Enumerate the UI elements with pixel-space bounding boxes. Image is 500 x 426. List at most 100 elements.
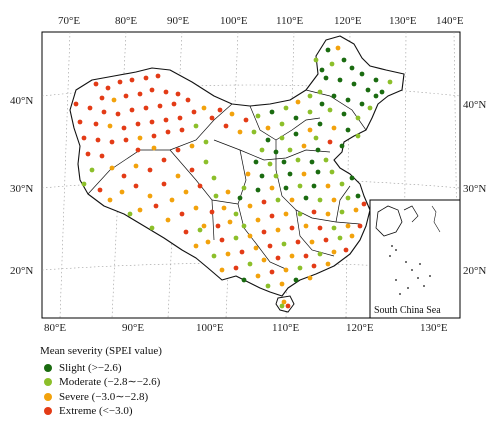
station-point xyxy=(289,225,295,231)
station-point xyxy=(163,117,169,123)
station-point xyxy=(185,97,191,103)
station-point xyxy=(307,127,313,133)
station-point xyxy=(341,111,347,117)
station-point xyxy=(311,209,317,215)
station-point xyxy=(357,223,363,229)
station-point xyxy=(209,209,215,215)
station-point xyxy=(313,135,319,141)
inset-coast xyxy=(375,205,403,237)
inset-boundary xyxy=(431,205,441,233)
station-point xyxy=(289,197,295,203)
station-point xyxy=(189,167,195,173)
tick-bottom-130e: 130°E xyxy=(420,322,448,334)
legend-label-moderate: Moderate (−2.8∼−2.6) xyxy=(59,376,161,388)
station-point xyxy=(323,75,329,81)
station-point xyxy=(279,121,285,127)
tick-right-30n: 30°N xyxy=(463,183,486,195)
station-point xyxy=(241,223,247,229)
station-point xyxy=(269,269,275,275)
station-point xyxy=(247,203,253,209)
station-point xyxy=(201,105,207,111)
station-point xyxy=(269,213,275,219)
station-point xyxy=(197,227,203,233)
station-point xyxy=(279,135,285,141)
station-point xyxy=(211,253,217,259)
inset-label: South China Sea xyxy=(374,305,441,316)
station-point xyxy=(327,139,333,145)
station-point xyxy=(327,107,333,113)
station-point xyxy=(339,143,345,149)
china-outline xyxy=(69,35,405,297)
station-point xyxy=(259,147,265,153)
station-point xyxy=(349,65,355,71)
tick-top-90e: 90°E xyxy=(167,15,189,27)
station-point xyxy=(203,139,209,145)
tick-top-130e: 130°E xyxy=(389,15,417,27)
station-point xyxy=(93,121,99,127)
station-point xyxy=(265,283,271,289)
station-point xyxy=(267,243,273,249)
station-point xyxy=(99,153,105,159)
tick-top-140e: 140°E xyxy=(436,15,464,27)
station-point xyxy=(81,135,87,141)
station-point xyxy=(241,185,247,191)
station-point xyxy=(123,137,129,143)
station-point xyxy=(123,93,129,99)
station-point xyxy=(245,171,251,177)
station-point xyxy=(353,207,359,213)
station-point xyxy=(105,85,111,91)
map-frame xyxy=(41,31,461,319)
inset-south-china-sea: South China Sea xyxy=(369,199,461,319)
station-point xyxy=(283,211,289,217)
station-point xyxy=(227,219,233,225)
station-point xyxy=(147,167,153,173)
station-point xyxy=(253,159,259,165)
tick-bottom-100e: 100°E xyxy=(196,322,224,334)
station-point xyxy=(77,119,83,125)
station-point xyxy=(165,129,171,135)
station-point xyxy=(179,211,185,217)
station-point xyxy=(293,277,299,283)
station-point xyxy=(295,239,301,245)
station-point xyxy=(255,217,261,223)
station-point xyxy=(89,167,95,173)
station-point xyxy=(121,173,127,179)
tick-right-40n: 40°N xyxy=(463,99,486,111)
station-point xyxy=(331,197,337,203)
station-point xyxy=(193,123,199,129)
station-point xyxy=(153,203,159,209)
station-point xyxy=(281,241,287,247)
station-point xyxy=(297,265,303,271)
station-point xyxy=(317,89,323,95)
station-point xyxy=(205,239,211,245)
station-point xyxy=(107,197,113,203)
station-point xyxy=(93,81,99,87)
tick-top-110e: 110°E xyxy=(276,15,303,27)
station-point xyxy=(325,211,331,217)
station-point xyxy=(219,267,225,273)
tick-top-120e: 120°E xyxy=(334,15,362,27)
station-point xyxy=(109,139,115,145)
station-point xyxy=(117,79,123,85)
station-point xyxy=(147,193,153,199)
tick-top-80e: 80°E xyxy=(115,15,137,27)
station-point xyxy=(307,275,313,281)
station-point xyxy=(337,77,343,83)
inset-frame xyxy=(369,199,461,319)
station-point xyxy=(97,187,103,193)
station-point xyxy=(373,93,379,99)
station-point xyxy=(319,101,325,107)
station-point xyxy=(307,93,313,99)
tick-left-20n: 20°N xyxy=(10,265,33,277)
station-point xyxy=(87,105,93,111)
station-point xyxy=(115,111,121,117)
station-point xyxy=(301,143,307,149)
inset-taiwan xyxy=(403,205,419,223)
station-point xyxy=(275,255,281,261)
station-point xyxy=(175,147,181,153)
station-point xyxy=(379,89,385,95)
station-point xyxy=(135,121,141,127)
station-point xyxy=(317,121,323,127)
station-point xyxy=(337,235,343,241)
